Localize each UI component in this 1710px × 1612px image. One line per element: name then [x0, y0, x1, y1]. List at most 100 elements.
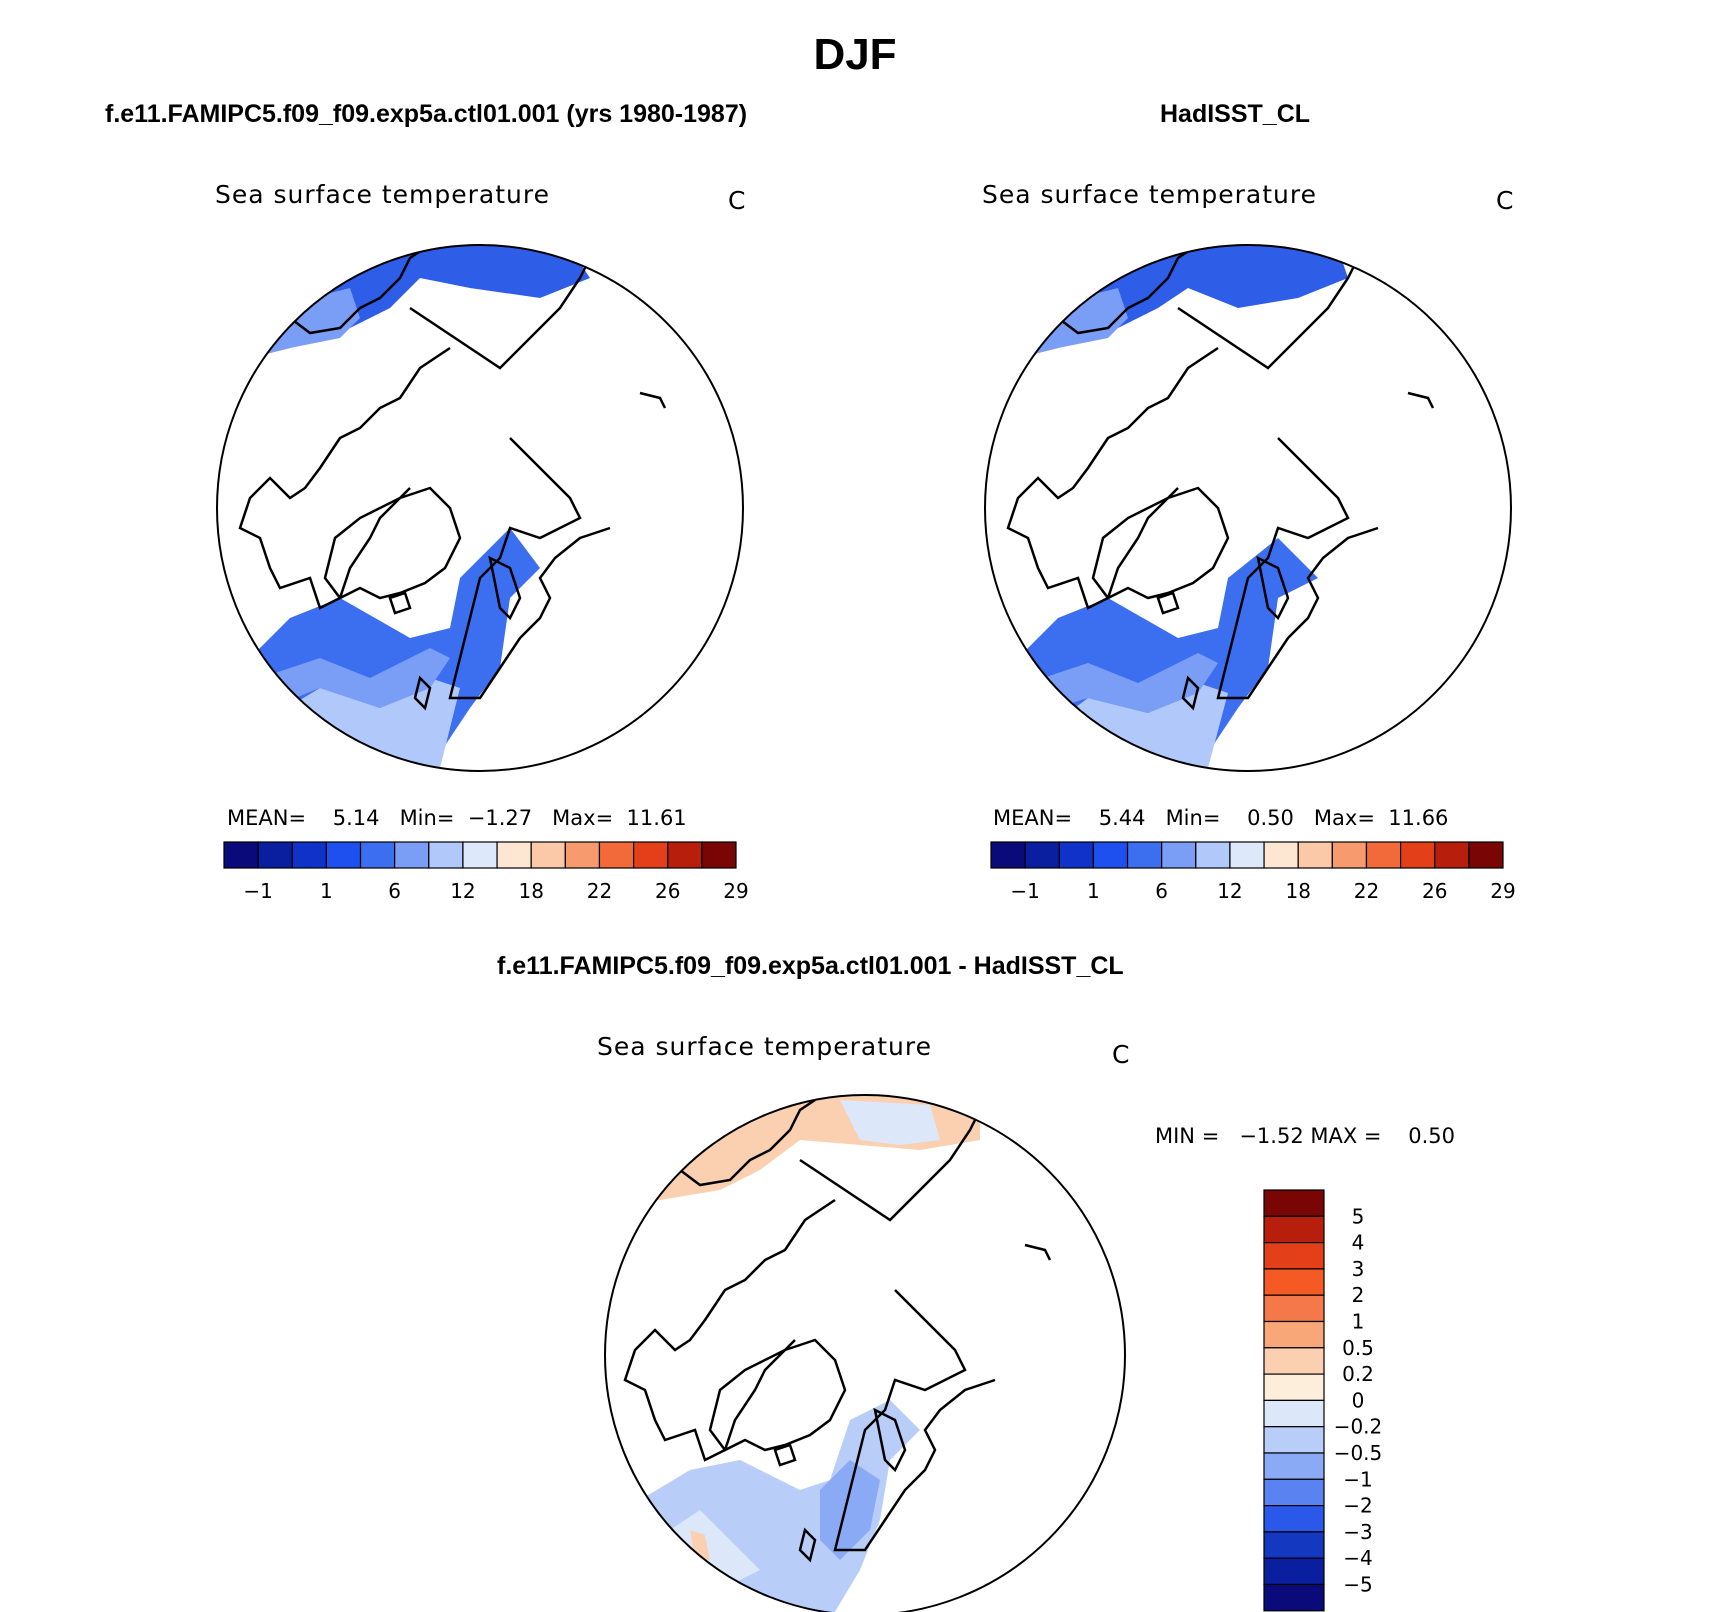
panel-1-mean-label: MEAN=: [227, 806, 307, 830]
colorbar-tick-label: 3: [1352, 1257, 1365, 1281]
colorbar-tick-label: 12: [450, 879, 475, 903]
colorbar-swatch: [1161, 841, 1197, 869]
panel-2-polar-map: [984, 244, 1512, 772]
colorbar-swatch: [1263, 1399, 1325, 1428]
colorbar-tick-label: 2: [1352, 1283, 1365, 1307]
north-atlantic-diff-cold: [820, 1460, 880, 1560]
colorbar-swatch: [1024, 841, 1060, 869]
panel-1-variable: Sea surface temperature: [215, 180, 550, 209]
colorbar-swatch: [1263, 1347, 1325, 1375]
colorbar-swatch: [1263, 1426, 1325, 1454]
colorbar-tick-label: −4: [1343, 1546, 1372, 1570]
colorbar-swatch: [701, 841, 737, 869]
colorbar-tick-label: −3: [1343, 1520, 1372, 1544]
colorbar-tick-label: 12: [1217, 879, 1242, 903]
panel-3-stats: MIN = −1.52 MAX = 0.50: [1155, 1124, 1455, 1148]
colorbar-tick-label: −0.5: [1334, 1441, 1383, 1465]
north-pacific-diff-cool: [840, 1100, 940, 1145]
colorbar-swatch: [990, 841, 1026, 869]
colorbar-tick-label: 22: [587, 879, 612, 903]
colorbar-tick-label: 0: [1352, 1388, 1365, 1412]
panel-2-min-label: Min=: [1165, 806, 1221, 830]
panel-1-stats: MEAN= 5.14 Min= −1.27 Max= 11.61: [227, 806, 687, 830]
colorbar-tick-label: 4: [1352, 1231, 1365, 1255]
colorbar-swatch: [428, 841, 464, 869]
colorbar-swatch: [1263, 1583, 1325, 1612]
colorbar-swatch: [1400, 841, 1436, 869]
colorbar-tick-label: −1: [243, 879, 272, 903]
colorbar-swatch: [394, 841, 430, 869]
colorbar-tick-label: 18: [518, 879, 543, 903]
panel-2-mean-value: 5.44: [1098, 806, 1146, 830]
panel-1-header: f.e11.FAMIPC5.f09_f09.exp5a.ctl01.001 (y…: [105, 100, 748, 128]
colorbar-tick-label: −0.2: [1334, 1415, 1383, 1439]
colorbar-tick-label: 5: [1352, 1204, 1365, 1228]
figure-title: DJF: [813, 30, 897, 79]
colorbar-swatch: [257, 841, 293, 869]
colorbar-swatch: [1263, 841, 1299, 869]
colorbar-swatch: [1195, 841, 1231, 869]
panel-1-units: C: [728, 186, 747, 215]
colorbar-swatch: [530, 841, 566, 869]
colorbar-swatch: [564, 841, 601, 869]
colorbar-tick-label: 6: [388, 879, 401, 903]
colorbar-swatch: [223, 841, 259, 869]
colorbar-swatch: [1092, 841, 1129, 869]
colorbar-swatch: [1297, 841, 1333, 869]
colorbar-tick-label: 1: [1087, 879, 1100, 903]
colorbar-swatch: [1263, 1294, 1325, 1323]
north-atlantic-mid-sst: [1028, 653, 1218, 713]
colorbar-tick-label: 26: [1422, 879, 1447, 903]
panel-3-max-value: 0.50: [1408, 1124, 1455, 1148]
colorbar-swatch: [1263, 1215, 1325, 1244]
panel-2-variable: Sea surface temperature: [982, 180, 1317, 209]
panel-1-min-label: Min=: [399, 806, 455, 830]
panel-2-colorbar: −1 1 6 12 18 22 26 29: [990, 841, 1516, 903]
colorbar-swatch: [667, 841, 703, 869]
colorbar-swatch: [1434, 841, 1470, 869]
colorbar-tick-label: 29: [1490, 879, 1515, 903]
colorbar-tick-label: 18: [1285, 879, 1310, 903]
panel-3-max-label: MAX =: [1310, 1124, 1382, 1148]
panel-3-min-value: −1.52: [1239, 1124, 1304, 1148]
panel-2-units: C: [1496, 186, 1515, 215]
panel-3-min-label: MIN =: [1155, 1124, 1220, 1148]
colorbar-tick-label: 0.5: [1342, 1336, 1374, 1360]
panel-3-colorbar: 5 432 10.50.20 −0.2−0.5−1 −2−3−4 −5: [1263, 1189, 1383, 1612]
colorbar-swatch: [598, 841, 635, 869]
colorbar-tick-label: −1: [1343, 1467, 1372, 1491]
panel-3-header: f.e11.FAMIPC5.f09_f09.exp5a.ctl01.001 - …: [497, 952, 1124, 980]
panel-1-colorbar: −1 1 6 12 18 22 26 29: [223, 841, 749, 903]
colorbar-tick-label: 26: [655, 879, 680, 903]
colorbar-swatch: [1058, 841, 1095, 869]
colorbar-swatch: [1126, 841, 1163, 869]
colorbar-tick-label: 29: [723, 879, 748, 903]
colorbar-swatch: [1263, 1320, 1325, 1349]
colorbar-swatch: [1263, 1241, 1325, 1270]
panel-3-polar-map: [604, 1094, 1126, 1612]
panel-2-stats: MEAN= 5.44 Min= 0.50 Max= 11.66: [993, 806, 1448, 830]
colorbar-swatch: [359, 841, 396, 869]
colorbar-swatch: [1365, 841, 1402, 869]
colorbar-tick-label: 22: [1354, 879, 1379, 903]
colorbar-tick-label: −2: [1343, 1494, 1372, 1518]
colorbar-swatch: [1263, 1452, 1325, 1480]
colorbar-swatch: [1263, 1531, 1325, 1559]
colorbar-tick-label: 0.2: [1342, 1362, 1374, 1386]
colorbar-swatch: [462, 841, 498, 869]
colorbar-swatch: [1229, 841, 1265, 869]
colorbar-swatch: [1468, 841, 1504, 869]
colorbar-tick-label: −1: [1010, 879, 1039, 903]
colorbar-swatch: [496, 841, 532, 869]
colorbar-swatch: [1263, 1189, 1325, 1217]
panel-3-variable: Sea surface temperature: [597, 1032, 932, 1061]
colorbar-swatch: [325, 841, 362, 869]
colorbar-tick-label: 1: [1352, 1310, 1365, 1334]
colorbar-swatch: [1263, 1478, 1325, 1507]
panel-2-max-label: Max=: [1313, 806, 1375, 830]
colorbar-swatch: [1263, 1268, 1325, 1296]
panel-3-units: C: [1112, 1040, 1131, 1069]
colorbar-tick-label: −5: [1343, 1573, 1372, 1597]
colorbar-swatch: [1331, 841, 1368, 869]
colorbar-swatch: [1263, 1373, 1325, 1402]
